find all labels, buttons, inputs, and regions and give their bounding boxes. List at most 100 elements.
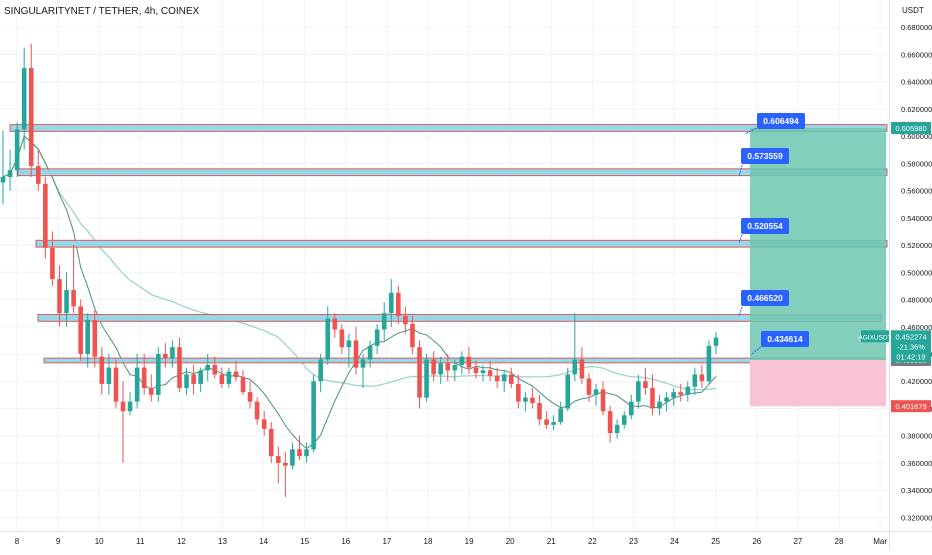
current-price-text: 01:42:19 bbox=[896, 352, 925, 361]
level-callout: 0.434614 bbox=[750, 331, 809, 356]
candle-body bbox=[332, 318, 338, 330]
candle-body bbox=[374, 329, 380, 346]
candle-body bbox=[212, 364, 218, 375]
candle bbox=[254, 397, 260, 425]
level-callout-text: 0.573559 bbox=[747, 151, 783, 161]
x-tick-label: 20 bbox=[506, 537, 515, 546]
candle-body bbox=[614, 424, 620, 433]
candle bbox=[360, 354, 366, 389]
candle-body bbox=[318, 359, 323, 382]
candle-body bbox=[579, 359, 585, 379]
ma-slow-line bbox=[2, 135, 717, 391]
y-tick-label: 0.660000 bbox=[901, 50, 932, 59]
target-zone bbox=[750, 128, 886, 361]
candle bbox=[127, 392, 133, 416]
candle bbox=[106, 354, 112, 395]
y-tick-label: 0.380000 bbox=[901, 432, 932, 441]
current-price-text: 0.452274 bbox=[895, 332, 926, 341]
candle bbox=[325, 306, 331, 365]
candle-body bbox=[607, 411, 613, 433]
candle-body bbox=[438, 363, 443, 375]
x-tick-label: Mar bbox=[873, 537, 887, 546]
candle bbox=[586, 373, 592, 402]
candle bbox=[50, 231, 55, 286]
candle bbox=[177, 337, 182, 393]
target-price-tag: 0.605980 bbox=[891, 122, 931, 135]
candle-body bbox=[657, 401, 662, 409]
current-price-box bbox=[891, 330, 931, 363]
candle bbox=[304, 442, 309, 463]
candle-body bbox=[92, 319, 98, 357]
candle bbox=[530, 388, 535, 409]
candle bbox=[685, 381, 691, 402]
x-tick-label: 26 bbox=[752, 537, 761, 546]
currency-label: USDT bbox=[902, 6, 924, 15]
candle bbox=[120, 381, 126, 463]
candle-body bbox=[544, 419, 549, 425]
candle bbox=[452, 359, 458, 382]
candle-body bbox=[170, 347, 175, 359]
candle-body bbox=[148, 388, 154, 395]
candle-body bbox=[325, 318, 331, 360]
candle bbox=[713, 332, 719, 354]
level-callout: 0.466520 bbox=[738, 290, 789, 317]
candle-body bbox=[71, 290, 76, 307]
grid bbox=[0, 0, 889, 531]
chart-title: SINGULARITYNET / TETHER, 4h, COINEX bbox=[4, 6, 200, 17]
candle-body bbox=[184, 374, 189, 389]
x-tick-label: 16 bbox=[341, 537, 350, 546]
candle-body bbox=[346, 340, 352, 348]
candle-body bbox=[198, 370, 203, 384]
candle bbox=[621, 411, 627, 429]
candle-body bbox=[600, 389, 606, 412]
candle bbox=[628, 394, 634, 420]
candle-body bbox=[494, 375, 500, 382]
candle bbox=[226, 367, 232, 389]
candle-body bbox=[650, 388, 655, 409]
candle-body bbox=[297, 449, 302, 457]
candle-body bbox=[0, 177, 6, 183]
ma-fast-line bbox=[2, 135, 717, 450]
candle bbox=[600, 381, 606, 416]
x-tick-label: 11 bbox=[136, 537, 145, 546]
x-tick-label: 14 bbox=[259, 537, 268, 546]
candle-body bbox=[565, 374, 571, 409]
candle bbox=[438, 356, 443, 384]
candle bbox=[212, 356, 218, 379]
candle-body bbox=[261, 419, 267, 429]
level-labels: 0.606494 0.573559 0.520554 0.466520 0.434614 bbox=[738, 113, 809, 356]
candle-body bbox=[360, 359, 366, 368]
candle-body bbox=[219, 374, 225, 384]
candle bbox=[64, 272, 69, 327]
candle bbox=[466, 347, 472, 375]
x-tick-label: 8 bbox=[15, 537, 20, 546]
candle-body bbox=[685, 386, 691, 395]
y-tick-label: 0.560000 bbox=[901, 187, 932, 196]
candle bbox=[233, 360, 239, 382]
candle bbox=[643, 367, 648, 395]
candle-body bbox=[247, 392, 253, 402]
candle-body bbox=[678, 392, 684, 395]
x-tick-label: 9 bbox=[56, 537, 61, 546]
candle bbox=[113, 359, 119, 409]
level-callout-box bbox=[741, 218, 789, 234]
x-tick-label: 10 bbox=[95, 537, 104, 546]
candle bbox=[163, 343, 168, 368]
candle bbox=[247, 381, 253, 409]
candle-body bbox=[205, 364, 211, 371]
stop-price-tag: 0.401679 bbox=[891, 400, 931, 413]
candle bbox=[424, 354, 429, 402]
level-callout-text: 0.466520 bbox=[747, 293, 783, 303]
candle bbox=[551, 415, 556, 431]
level-callout-box bbox=[741, 290, 789, 306]
x-tick-label: 18 bbox=[424, 537, 433, 546]
x-tick-label: 25 bbox=[711, 537, 720, 546]
candle-body bbox=[85, 319, 91, 354]
candle bbox=[565, 367, 571, 412]
candle-body bbox=[339, 329, 345, 348]
x-tick-label: 19 bbox=[465, 537, 474, 546]
stop-zone bbox=[750, 360, 886, 407]
x-tick-label: 21 bbox=[547, 537, 556, 546]
candle-body bbox=[537, 403, 542, 420]
